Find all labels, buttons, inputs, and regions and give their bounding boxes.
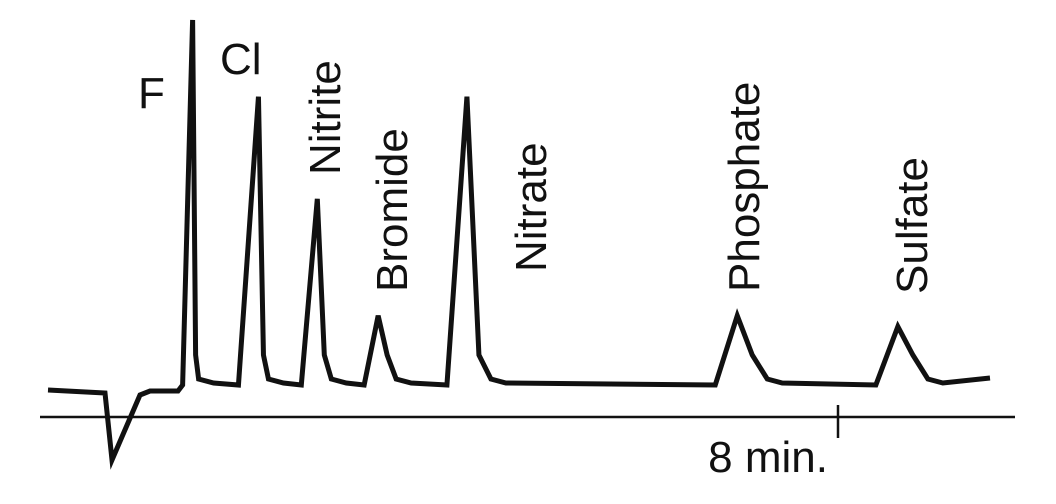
x-tick-label-8min: 8 min. [708, 433, 828, 482]
peak-label-phosphate: Phosphate [720, 82, 769, 292]
peak-label-sulfate: Sulfate [888, 157, 937, 294]
peak-label-cl: Cl [220, 35, 262, 84]
chromatogram-trace [47, 19, 991, 470]
peak-label-bromide: Bromide [368, 128, 417, 292]
peak-label-nitrite: Nitrite [301, 60, 350, 175]
peak-label-nitrate: Nitrate [507, 142, 556, 272]
peak-label-f: F [138, 69, 165, 118]
